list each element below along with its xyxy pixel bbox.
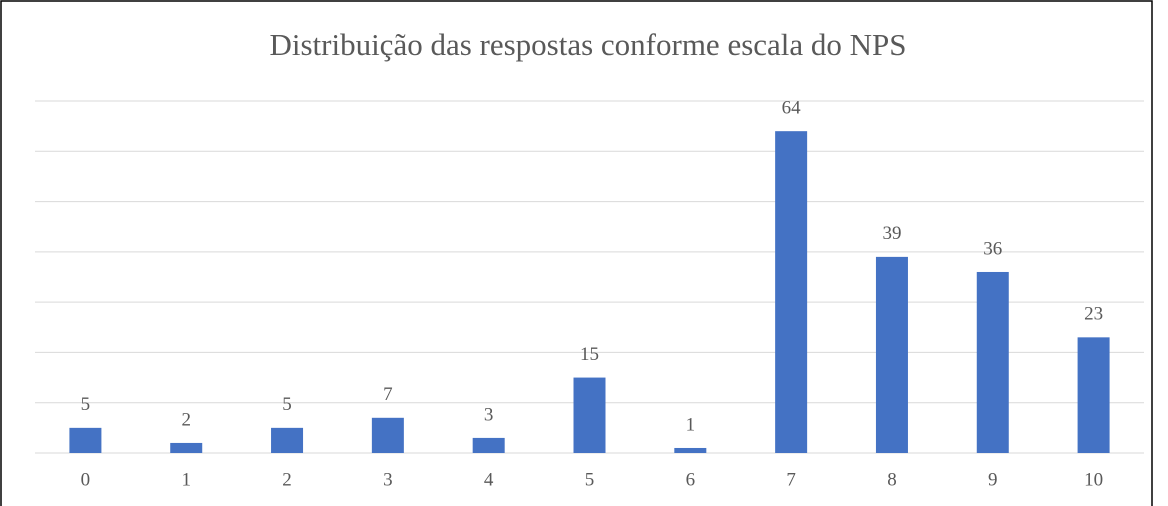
- data-label: 5: [282, 394, 292, 415]
- x-tick-label: 9: [988, 469, 998, 490]
- chart-title: Distribuição das respostas conforme esca…: [269, 27, 906, 62]
- bar: [976, 271, 1009, 453]
- x-tick-label: 0: [81, 469, 91, 490]
- bar: [69, 427, 102, 453]
- x-tick-label: 3: [383, 469, 393, 490]
- data-label: 39: [882, 223, 901, 244]
- data-label: 36: [983, 238, 1002, 259]
- x-tick-label: 4: [484, 469, 494, 490]
- bar: [875, 256, 908, 453]
- x-tick-label: 2: [282, 469, 292, 490]
- bar: [674, 447, 707, 453]
- data-label: 1: [686, 414, 696, 435]
- data-label: 3: [484, 404, 494, 425]
- bar: [1077, 337, 1110, 453]
- x-tick-label: 8: [887, 469, 897, 490]
- data-label: 15: [580, 344, 599, 365]
- bar: [170, 442, 203, 453]
- bar: [775, 131, 808, 453]
- data-label: 64: [782, 98, 802, 119]
- x-tick-label: 6: [686, 469, 696, 490]
- bar: [371, 417, 404, 453]
- x-tick-label: 7: [786, 469, 796, 490]
- bar: [573, 377, 606, 453]
- data-label: 23: [1084, 304, 1103, 325]
- data-label: 7: [383, 384, 393, 405]
- x-tick-label: 5: [585, 469, 595, 490]
- bar: [472, 437, 505, 453]
- bar: [271, 427, 304, 453]
- data-label: 5: [81, 394, 91, 415]
- x-tick-label: 10: [1084, 469, 1103, 490]
- x-tick-label: 1: [181, 469, 191, 490]
- data-label: 2: [181, 409, 191, 430]
